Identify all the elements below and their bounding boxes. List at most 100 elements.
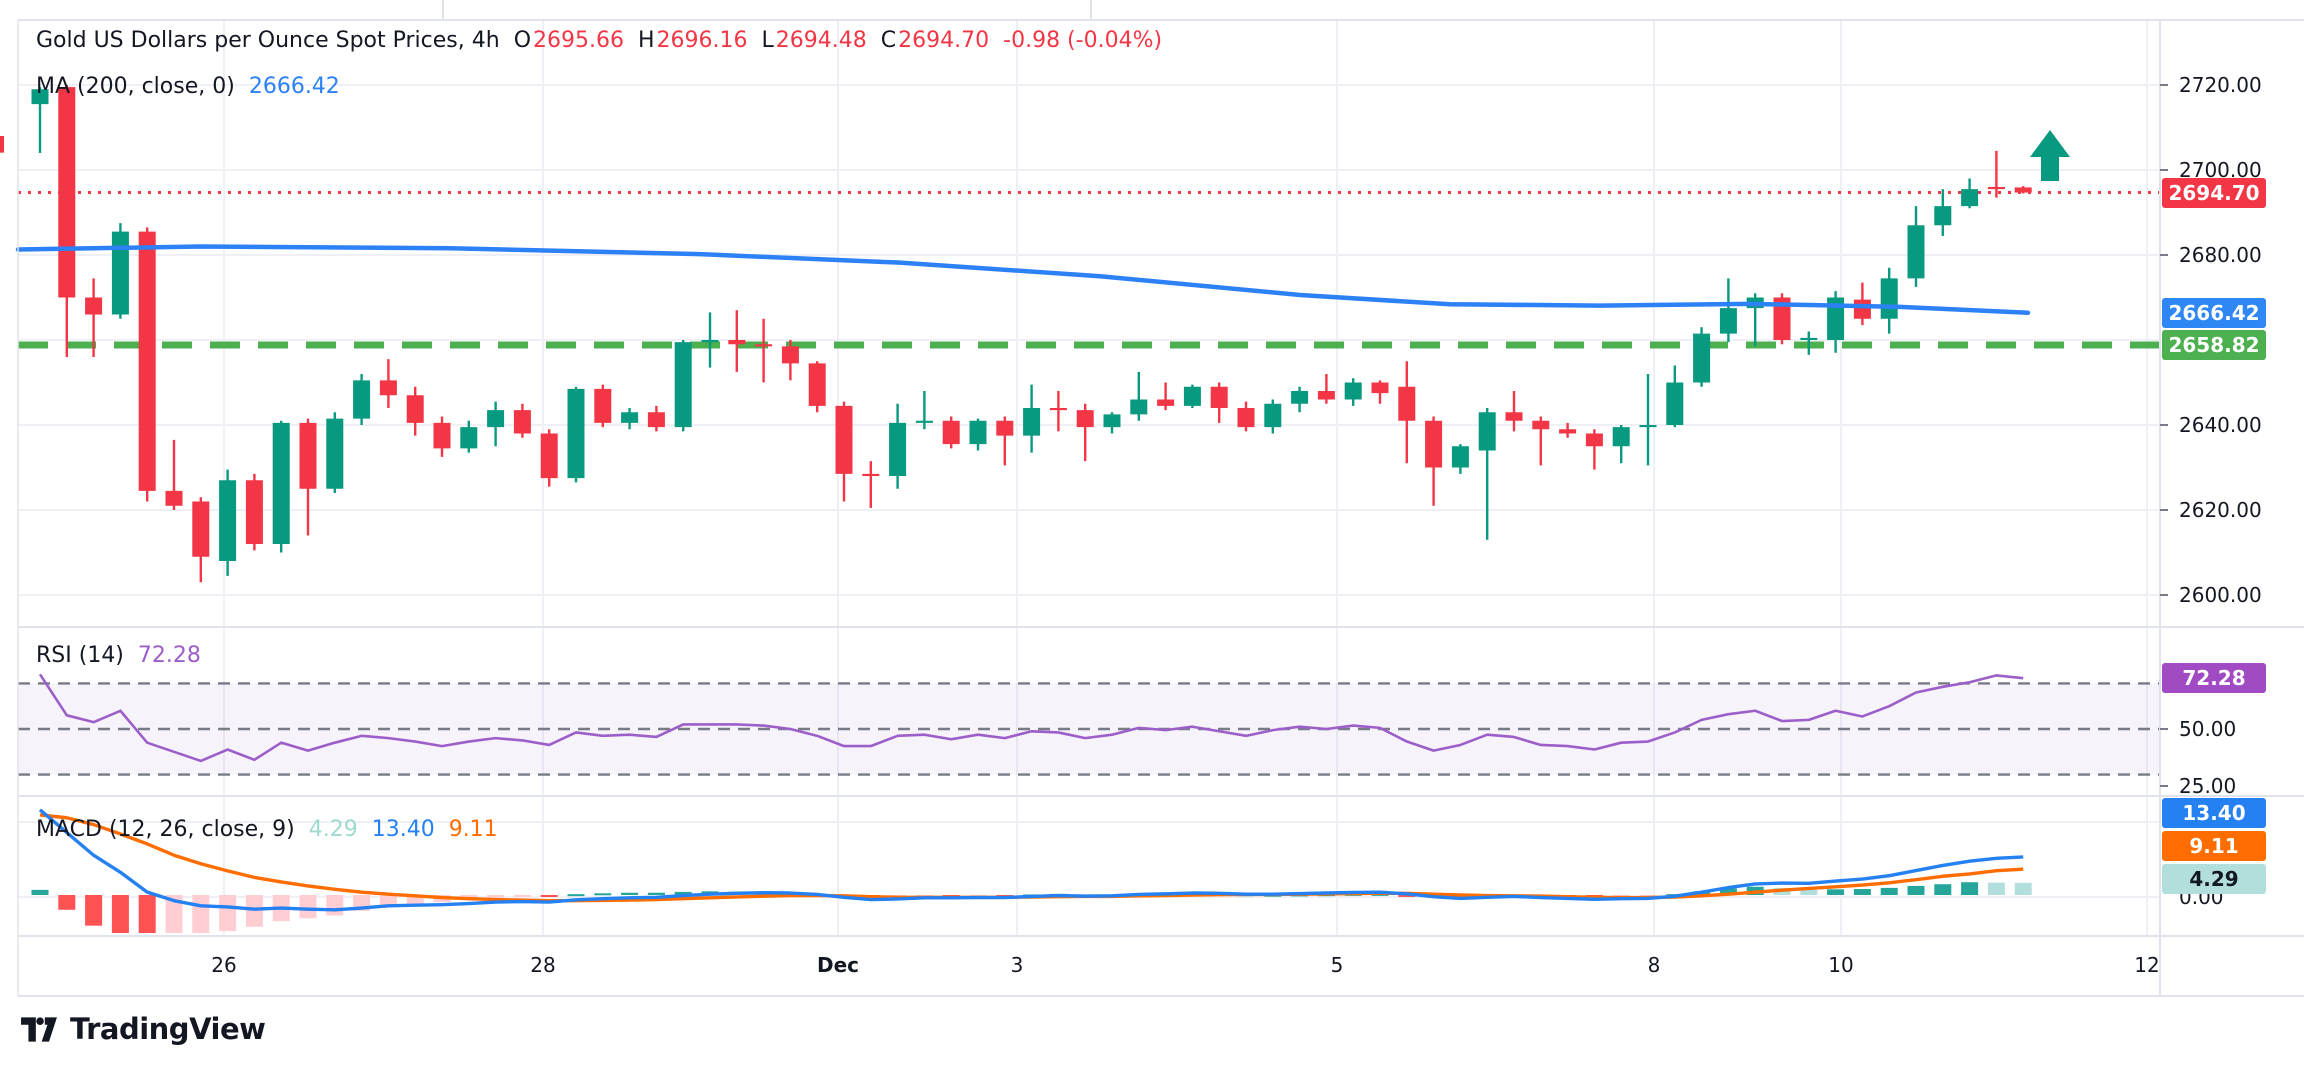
candlestick [1907, 206, 1925, 287]
candlestick [1612, 425, 1630, 464]
macd-histogram-bar [1398, 895, 1416, 897]
tradingview-logo[interactable]: TradingView [20, 1012, 266, 1046]
candle-body [1666, 382, 1684, 425]
candle-body [1505, 412, 1523, 421]
candle-body [1103, 414, 1121, 428]
candle-body [406, 395, 424, 423]
macd-histogram-bar [1907, 885, 1925, 895]
candlestick [647, 405, 665, 432]
candlestick [1961, 178, 1979, 209]
candlestick [1800, 331, 1818, 355]
candlestick [594, 384, 612, 428]
candle-body [1612, 427, 1630, 447]
rsi-value: 72.28 [137, 643, 201, 668]
candle-body [460, 427, 478, 449]
macd-badge: 13.40 [2162, 798, 2266, 828]
candle-body [58, 87, 76, 298]
macd-histogram-bar [406, 895, 424, 905]
tradingview-icon [21, 1017, 57, 1042]
time-axis-label: 10 [1828, 953, 1854, 977]
macd-histogram-bar [326, 895, 344, 916]
candle-body [379, 380, 397, 396]
candle-body [1639, 425, 1657, 428]
rsi-legend[interactable]: RSI (14) 72.28 [36, 643, 201, 668]
candlestick [165, 439, 183, 510]
ma-legend[interactable]: MA (200, close, 0) 2666.42 [36, 74, 340, 99]
candle-body [567, 388, 585, 479]
symbol-legend[interactable]: Gold US Dollars per Ounce Spot Prices, 4… [36, 28, 1162, 53]
candlestick [835, 401, 853, 502]
time-axis-label: 5 [1330, 953, 1344, 977]
macd-histogram-bar [1961, 882, 1979, 895]
macd-histogram-bar [594, 893, 612, 896]
price-axis-label: 2640.00 [2179, 413, 2262, 437]
candle-body [192, 501, 210, 557]
macd-histogram-bar [138, 895, 156, 933]
macd-hist-value: 4.29 [308, 817, 358, 842]
candle-body [1264, 403, 1282, 428]
ma200-line [15, 244, 2031, 315]
candlestick [1103, 412, 1121, 434]
macd-histogram-bar [379, 895, 397, 907]
candlestick [808, 361, 826, 413]
candle-body [1532, 420, 1550, 430]
candlestick [353, 374, 371, 425]
candlestick [513, 403, 531, 438]
macd-histogram-bar [621, 892, 639, 895]
candlestick [1130, 371, 1148, 421]
macd-histogram-bar [85, 895, 103, 926]
candlestick [433, 416, 451, 457]
candlestick [996, 416, 1014, 466]
candle-body [1773, 297, 1791, 340]
candlestick [111, 223, 129, 319]
candlestick [245, 473, 263, 551]
candlestick [299, 418, 317, 536]
time-axis-label: 12 [2134, 953, 2160, 977]
candle-body [1987, 187, 2005, 190]
candle-body [1907, 225, 1925, 279]
macd-name: MACD (12, 26, close, 9) [36, 817, 295, 842]
candlestick [1317, 374, 1335, 404]
candle-body [1344, 382, 1362, 400]
candle-body [165, 490, 183, 506]
macd-legend[interactable]: MACD (12, 26, close, 9) 4.29 13.40 9.11 [36, 817, 498, 842]
macd-line [38, 808, 2024, 912]
candle-body [781, 346, 799, 364]
macd-histogram-bar [245, 895, 263, 927]
candlestick [1532, 416, 1550, 466]
candlestick [1237, 401, 1255, 432]
candlestick [701, 312, 719, 368]
candlestick [487, 401, 505, 447]
candle-body [647, 412, 665, 428]
candlestick [138, 227, 156, 502]
price-axis-label: 2720.00 [2179, 73, 2262, 97]
candlestick [1023, 384, 1041, 453]
candlestick [1719, 278, 1737, 343]
candle-body [915, 420, 933, 423]
macd-histogram-bar [1451, 895, 1469, 899]
candle-body [1853, 299, 1871, 319]
candle-body [889, 422, 907, 476]
ohlc-low: L 2694.48 [761, 28, 867, 53]
candlestick [1746, 293, 1764, 347]
candlestick [1398, 361, 1416, 464]
candle-body [540, 433, 558, 479]
candle-body [272, 422, 290, 544]
candle-body [1183, 386, 1201, 406]
candle-body [835, 405, 853, 474]
candlestick [1827, 291, 1845, 353]
rsi-badge: 72.28 [2162, 663, 2266, 694]
candle-body [1291, 391, 1309, 404]
candlestick [915, 391, 933, 430]
candle-body [513, 410, 531, 434]
candlestick [1157, 382, 1175, 411]
candle-body [487, 410, 505, 428]
macd-histogram-bar [1800, 889, 1818, 895]
macd-histogram-bar [647, 892, 665, 895]
candle-body [111, 231, 129, 315]
candle-body [326, 418, 344, 489]
edge-partial-candle [0, 136, 4, 153]
candle-body [433, 422, 451, 449]
